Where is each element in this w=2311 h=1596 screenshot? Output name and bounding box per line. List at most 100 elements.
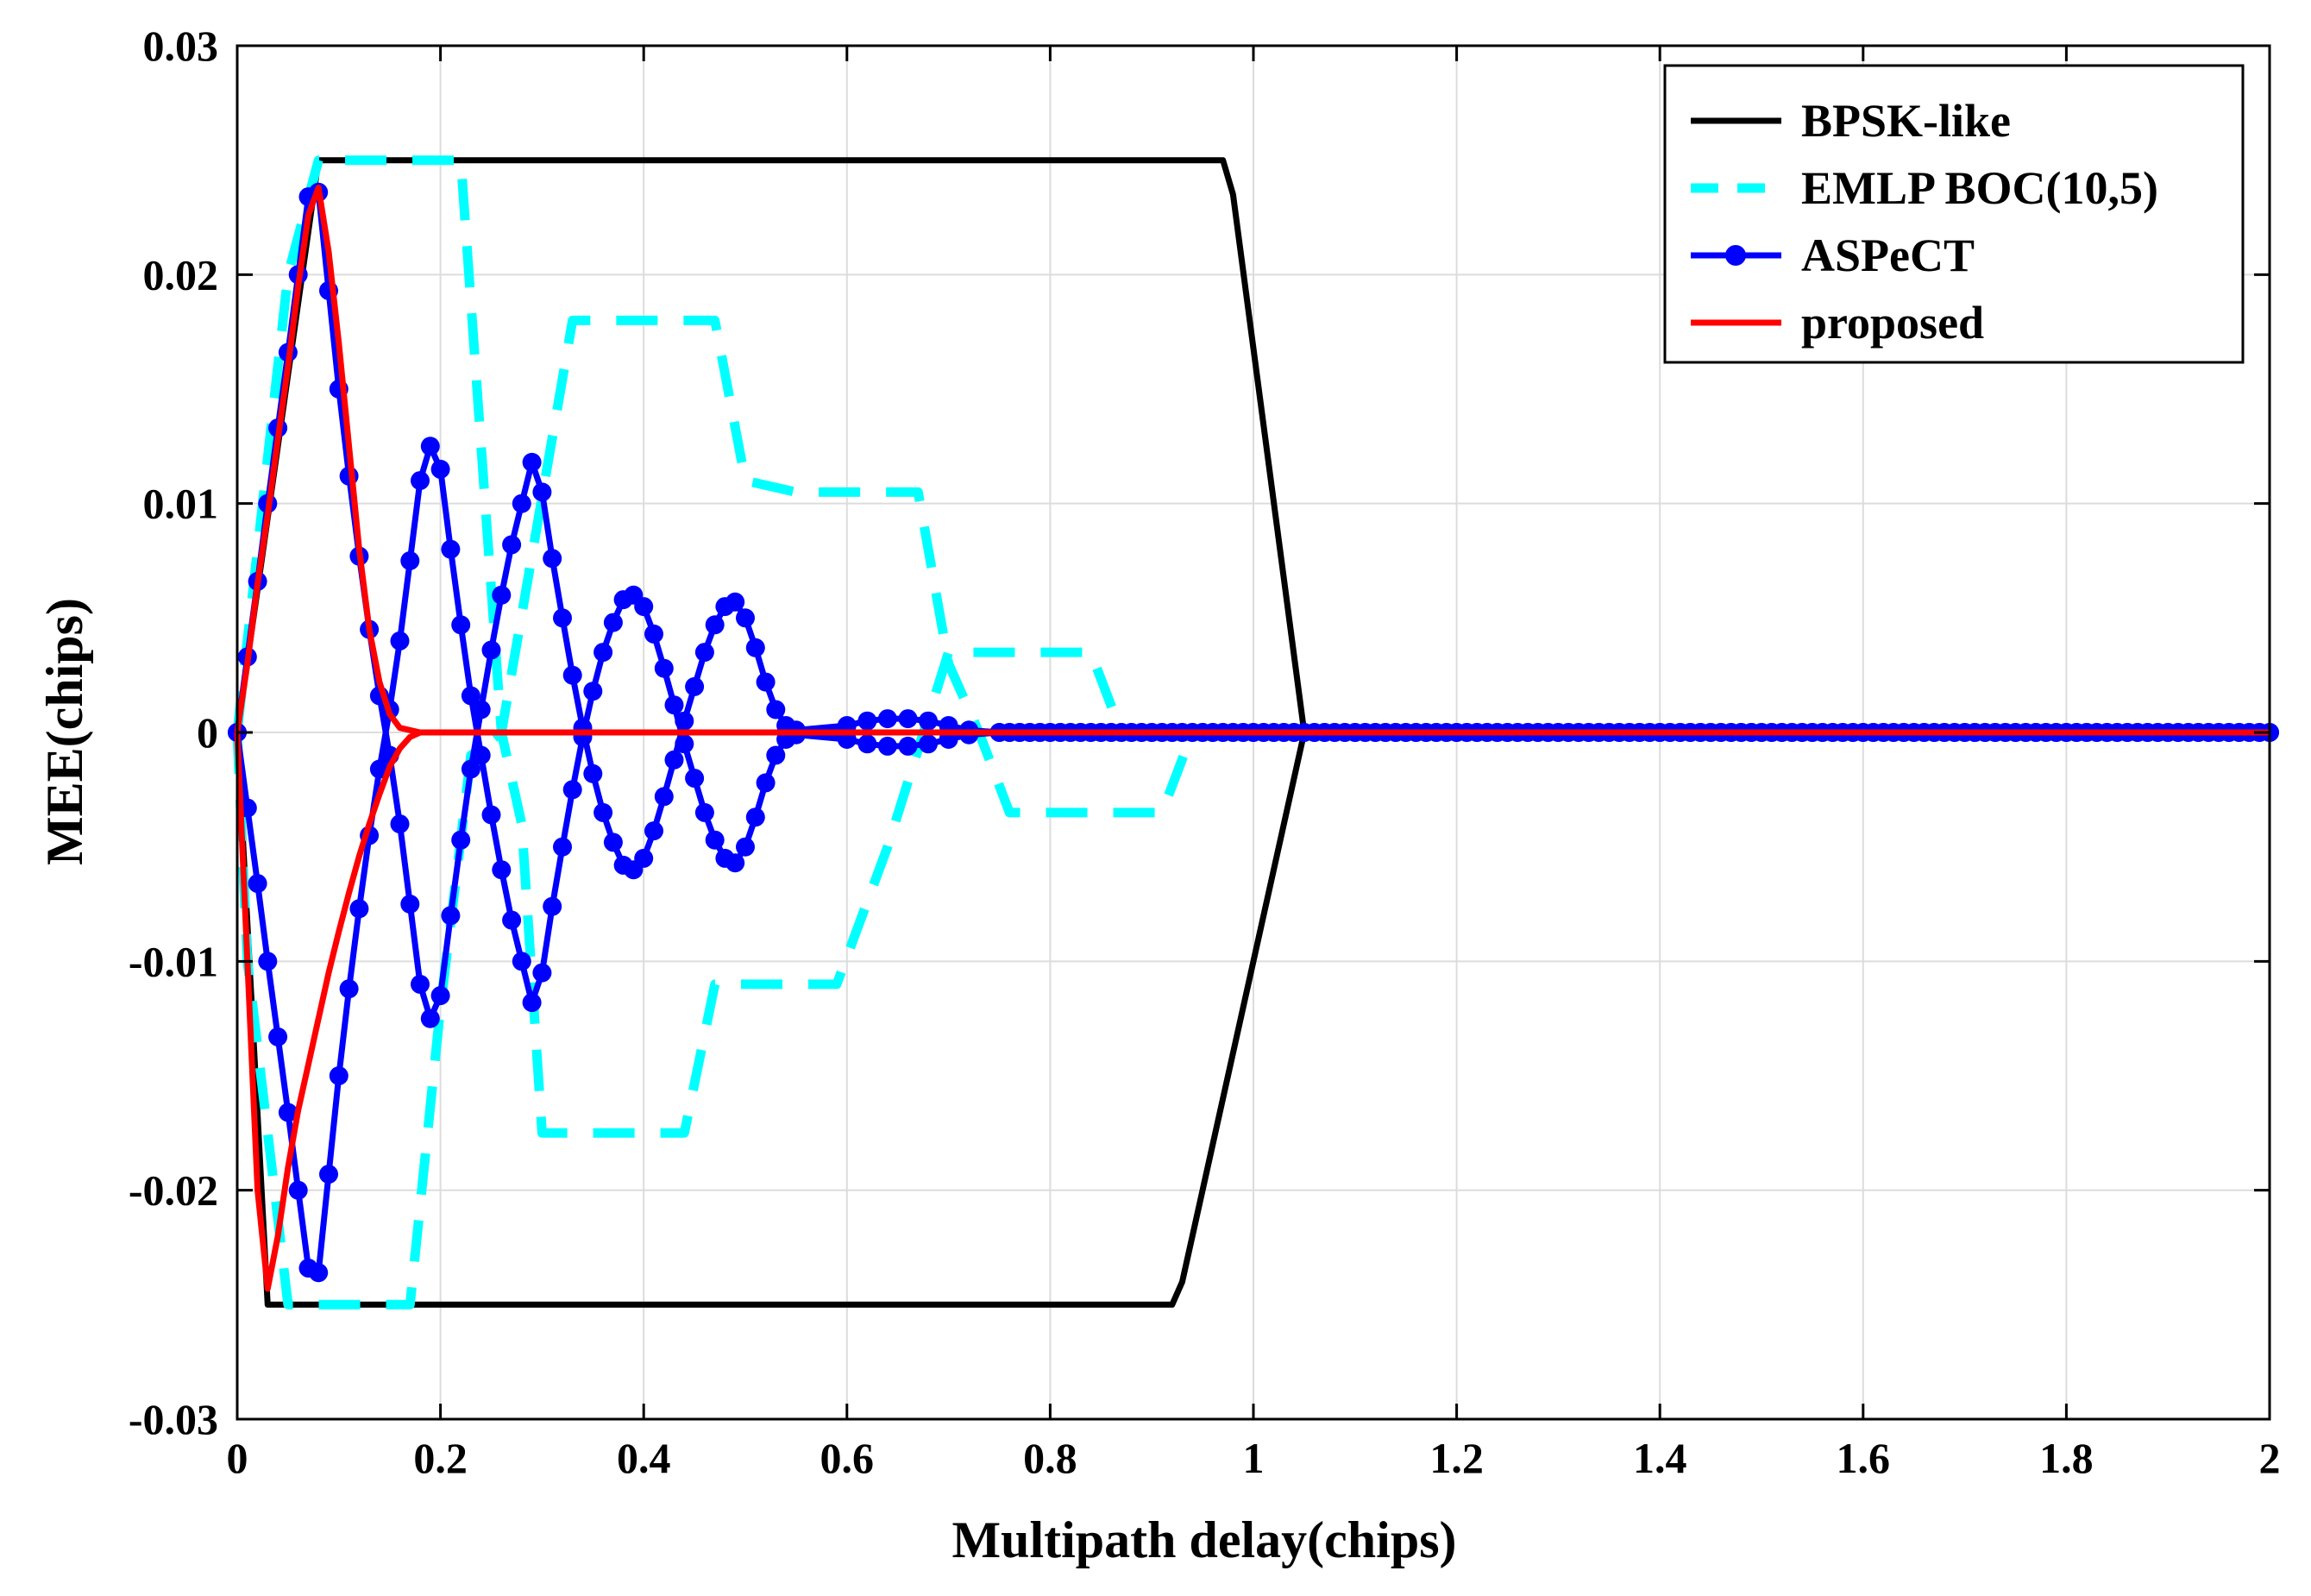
legend: BPSK-like EMLP BOC(10,5) ASPeCT proposed [1663, 64, 2245, 364]
aspect-marker [593, 643, 613, 663]
aspect-marker [471, 745, 491, 765]
aspect-marker [725, 592, 745, 612]
aspect-marker [857, 711, 877, 731]
aspect-marker [461, 686, 480, 706]
aspect-marker [430, 459, 450, 479]
aspect-marker [644, 821, 663, 841]
aspect-marker [877, 709, 897, 729]
y-tick-label: 0 [197, 708, 218, 757]
aspect-marker [248, 874, 267, 894]
aspect-marker [543, 896, 562, 916]
x-tick-label: 0.6 [820, 1434, 875, 1482]
legend-label-bpsk-like: BPSK-like [1801, 95, 2011, 147]
x-tick-label: 0 [227, 1434, 248, 1482]
emlp-boc-10-5-lower-line [232, 315, 2270, 1310]
x-tick-label: 2 [2259, 1434, 2281, 1482]
aspect-marker [664, 695, 684, 715]
aspect-marker [268, 1027, 288, 1046]
aspect-marker [441, 539, 461, 559]
aspect-marker [349, 899, 369, 919]
aspect-marker [766, 700, 786, 719]
aspect-marker [694, 643, 714, 663]
aspect-marker [553, 608, 572, 628]
proposed-upper-line [234, 185, 2270, 736]
aspect-marker [583, 763, 603, 783]
aspect-marker [705, 615, 725, 635]
aspect-marker [898, 709, 918, 729]
legend-box [1663, 64, 2245, 364]
aspect-marker [329, 1066, 349, 1085]
plot-series [228, 155, 2279, 1310]
x-tick-label: 1.2 [1429, 1434, 1484, 1482]
y-axis-title: MEE(chips) [36, 598, 93, 865]
x-tick-label: 0.4 [617, 1434, 671, 1482]
y-tick-label: -0.03 [129, 1395, 218, 1443]
aspect-marker [430, 986, 450, 1006]
aspect-marker [725, 853, 745, 873]
x-tick-label: 0.8 [1023, 1434, 1077, 1482]
aspect-marker [736, 837, 755, 857]
aspect-marker [258, 952, 278, 971]
aspect-marker [654, 658, 674, 678]
aspect-marker [522, 452, 542, 472]
legend-marker-aspect [1725, 245, 1746, 266]
aspect-marker [644, 624, 663, 644]
aspect-marker [400, 551, 420, 570]
aspect-marker [685, 769, 705, 789]
aspect-marker [411, 974, 430, 994]
aspect-marker [481, 805, 501, 825]
aspect-marker [664, 750, 684, 770]
aspect-marker [603, 613, 623, 632]
aspect-marker [877, 736, 897, 756]
aspect-marker [512, 952, 531, 971]
aspect-marker [705, 830, 725, 850]
aspect-marker [634, 848, 654, 868]
aspect-marker [309, 1263, 329, 1283]
aspect-marker [898, 736, 918, 756]
aspect-marker [694, 802, 714, 822]
aspect-marker [390, 631, 410, 650]
aspect-marker [411, 471, 430, 491]
aspect-marker [553, 837, 572, 857]
aspect-marker [522, 993, 542, 1013]
aspect-marker [593, 802, 613, 822]
aspect-marker [634, 597, 654, 617]
aspect-marker [420, 1008, 440, 1028]
aspect-marker [319, 1165, 338, 1184]
aspect-marker [278, 1103, 298, 1122]
x-tick-label: 1.4 [1633, 1434, 1687, 1482]
x-axis-title: Multipath delay(chips) [951, 1511, 1456, 1568]
legend-label-proposed: proposed [1801, 297, 1984, 349]
aspect-marker [745, 638, 765, 657]
y-tick-label: -0.01 [129, 937, 218, 985]
aspect-marker [562, 665, 582, 685]
aspect-marker [766, 745, 786, 765]
aspect-marker [745, 807, 765, 827]
aspect-marker [919, 734, 938, 754]
aspect-marker [461, 759, 480, 779]
x-tick-label: 0.2 [413, 1434, 468, 1482]
aspect-marker [736, 608, 755, 628]
aspect-marker [502, 535, 522, 555]
aspect-marker [288, 1180, 308, 1200]
aspect-marker [420, 437, 440, 456]
proposed-lower-line [234, 729, 2270, 1292]
aspect-marker [543, 549, 562, 569]
y-tick-label: 0.02 [143, 250, 219, 298]
axis-ticks: 0 0.2 0.4 0.6 0.8 1 1.2 1.4 1.6 1.8 2 -0.03 -0.02 -0.… [129, 22, 2281, 1482]
aspect-marker [441, 906, 461, 926]
aspect-marker [400, 895, 420, 914]
legend-label-emlp-boc-10-5: EMLP BOC(10,5) [1801, 162, 2158, 214]
aspect-marker [481, 640, 501, 660]
aspect-marker [532, 482, 552, 502]
aspect-marker [857, 734, 877, 754]
aspect-marker [583, 682, 603, 701]
aspect-marker [512, 493, 531, 513]
aspect-marker [451, 830, 471, 850]
aspect-marker [756, 773, 776, 793]
aspect-marker [603, 833, 623, 852]
aspect-marker [451, 615, 471, 635]
x-tick-label: 1 [1243, 1434, 1265, 1482]
aspect-marker [685, 676, 705, 696]
